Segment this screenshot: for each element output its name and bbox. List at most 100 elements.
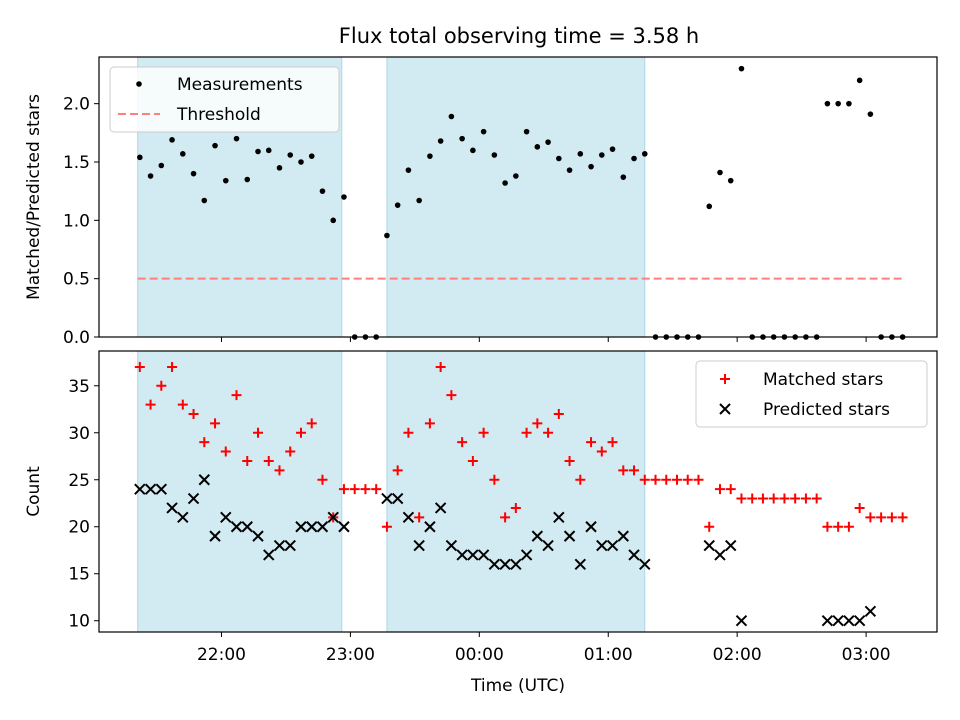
predicted-stars-point <box>563 530 576 542</box>
legend: Measurements Threshold <box>109 66 340 133</box>
measurement-point <box>180 151 186 157</box>
matched-stars-point <box>704 521 715 532</box>
legend-label: Matched stars <box>763 370 883 390</box>
measurement-point <box>212 142 218 149</box>
predicted-stars-point <box>499 558 511 571</box>
matched-stars-point <box>876 512 887 523</box>
predicted-stars-point <box>144 483 157 495</box>
y-tick-label: 35 <box>68 377 90 397</box>
measurement-point <box>298 159 304 165</box>
measurement-point <box>222 177 229 184</box>
matched-stars-point <box>586 437 597 448</box>
legend-label: Measurements <box>177 75 303 95</box>
predicted-stars-point <box>391 492 404 505</box>
matched-stars-point <box>790 493 801 504</box>
matched-stars-point <box>693 474 704 485</box>
measurement-point <box>491 152 498 158</box>
y-tick-label: 10 <box>68 612 90 632</box>
matched-stars-point <box>231 390 242 401</box>
y-tick-label: 30 <box>68 424 90 444</box>
matched-stars-point <box>167 361 178 372</box>
matched-stars-point <box>618 465 629 476</box>
x-tick-label: 02:00 <box>713 645 762 665</box>
matched-stars-point <box>747 493 758 504</box>
matched-stars-point <box>564 455 575 466</box>
matched-stars-point <box>575 474 586 485</box>
predicted-stars-point <box>853 615 866 627</box>
measurement-point <box>609 146 616 152</box>
predicted-stars-point <box>327 511 339 524</box>
matched-stars-point <box>371 484 382 495</box>
matched-stars-point <box>392 465 403 476</box>
predicted-stars-point <box>606 539 619 552</box>
measurement-point <box>867 111 874 117</box>
measurement-point <box>727 177 734 184</box>
axes-frame <box>98 350 938 633</box>
predicted-stars-point <box>295 521 307 533</box>
matched-stars-point <box>661 474 672 485</box>
matched-stars-point <box>553 408 564 419</box>
matched-stars-point <box>650 474 661 485</box>
matched-stars-point <box>360 484 371 495</box>
measurement-point <box>641 151 648 157</box>
matched-stars-point <box>156 380 167 391</box>
x-tick-label: 03:00 <box>842 645 891 665</box>
shaded-interval <box>386 350 646 633</box>
matched-stars-point <box>145 399 156 410</box>
predicted-stars-point <box>864 605 877 618</box>
matched-stars-point <box>886 512 897 523</box>
matched-stars-point <box>317 474 328 485</box>
measurement-point <box>201 197 208 204</box>
matched-stars-point <box>220 446 231 457</box>
shaded-interval <box>137 350 343 633</box>
predicted-stars-point <box>381 492 393 505</box>
measurement-point <box>706 203 713 210</box>
predicted-stars-point <box>252 530 264 542</box>
matched-stars-point <box>725 484 736 495</box>
predicted-stars-point <box>531 530 544 542</box>
measurement-point <box>233 135 240 142</box>
predicted-stars-point <box>639 558 651 571</box>
matched-stars-point <box>596 446 607 457</box>
matched-stars-point <box>457 437 468 448</box>
measurement-point <box>480 128 487 135</box>
measurement-point <box>717 169 723 176</box>
measurement-point <box>545 139 551 145</box>
measurement-point <box>599 152 605 158</box>
measurement-point <box>287 152 294 158</box>
matched-stars-point <box>811 493 822 504</box>
matched-stars-point <box>607 437 618 448</box>
matched-stars-point <box>500 512 511 523</box>
legend-label: Threshold <box>176 105 261 125</box>
predicted-stars-point <box>821 615 834 627</box>
matched-stars-point <box>833 521 844 532</box>
y-tick-label: 1.5 <box>63 153 90 173</box>
matched-stars-point <box>543 427 554 438</box>
matched-stars-point <box>188 408 199 419</box>
matched-stars-point <box>682 474 693 485</box>
predicted-stars-point <box>714 549 726 561</box>
legend: Matched stars Predicted stars <box>695 360 928 428</box>
predicted-stars-point <box>220 511 232 524</box>
measurement-point <box>437 138 444 144</box>
measurement-point <box>523 128 530 135</box>
measurement-point <box>738 65 745 72</box>
measurement-point <box>158 162 165 169</box>
legend-predicted-marker <box>719 403 731 415</box>
predicted-stars-point <box>510 558 522 571</box>
matched-stars-point <box>285 446 296 457</box>
predicted-stars-point <box>338 521 350 533</box>
measurement-point <box>190 170 197 177</box>
measurement-point <box>513 173 519 179</box>
matched-stars-point <box>478 427 489 438</box>
matched-stars-point <box>381 521 392 532</box>
measurement-point <box>255 148 261 155</box>
measurement-point <box>631 155 637 162</box>
measurement-point <box>620 174 627 180</box>
predicted-stars-point <box>542 539 554 552</box>
measurement-point <box>416 197 422 204</box>
matched-stars-point <box>639 474 650 485</box>
matched-stars-point <box>510 502 521 513</box>
predicted-stars-point <box>628 549 640 561</box>
